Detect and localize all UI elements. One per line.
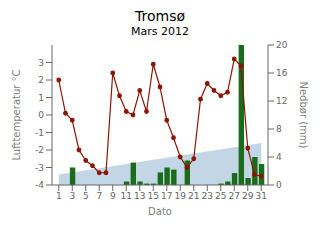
svg-text:23: 23 — [202, 191, 213, 201]
svg-text:0: 0 — [276, 180, 282, 190]
svg-text:13: 13 — [134, 191, 145, 201]
html-text:Tromsø: Tromsø — [135, 8, 185, 24]
svg-text:-1: -1 — [35, 128, 44, 138]
svg-text:0: 0 — [38, 110, 44, 120]
svg-text:17: 17 — [161, 191, 172, 201]
svg-text:1: 1 — [38, 93, 44, 103]
svg-text:16: 16 — [276, 68, 288, 78]
svg-text:8: 8 — [276, 124, 282, 134]
svg-text:-2: -2 — [35, 145, 44, 155]
svg-text:20: 20 — [276, 40, 288, 50]
svg-text:1: 1 — [56, 191, 62, 201]
svg-text:4: 4 — [276, 152, 282, 162]
svg-text:9: 9 — [110, 191, 116, 201]
svg-text:-3: -3 — [35, 163, 44, 173]
svg-text:-4: -4 — [35, 180, 44, 190]
svg-text:15: 15 — [148, 191, 159, 201]
svg-text:Dato: Dato — [148, 206, 172, 217]
svg-text:2: 2 — [38, 75, 44, 85]
svg-text:21: 21 — [188, 191, 199, 201]
svg-text:29: 29 — [242, 191, 254, 201]
svg-text:19: 19 — [175, 191, 187, 201]
svg-text:25: 25 — [215, 191, 226, 201]
svg-text:Nedbør (mm): Nedbør (mm) — [298, 81, 309, 148]
svg-text:5: 5 — [83, 191, 89, 201]
svg-text:Lufttemperatur °C: Lufttemperatur °C — [11, 69, 22, 160]
svg-text:31: 31 — [256, 191, 267, 201]
svg-text:12: 12 — [276, 96, 287, 106]
svg-text:11: 11 — [121, 191, 132, 201]
html-text:Mars 2012: Mars 2012 — [131, 25, 189, 38]
svg-text:27: 27 — [229, 191, 240, 201]
svg-text:3: 3 — [69, 191, 75, 201]
svg-text:7: 7 — [96, 191, 102, 201]
svg-text:3: 3 — [38, 58, 44, 68]
